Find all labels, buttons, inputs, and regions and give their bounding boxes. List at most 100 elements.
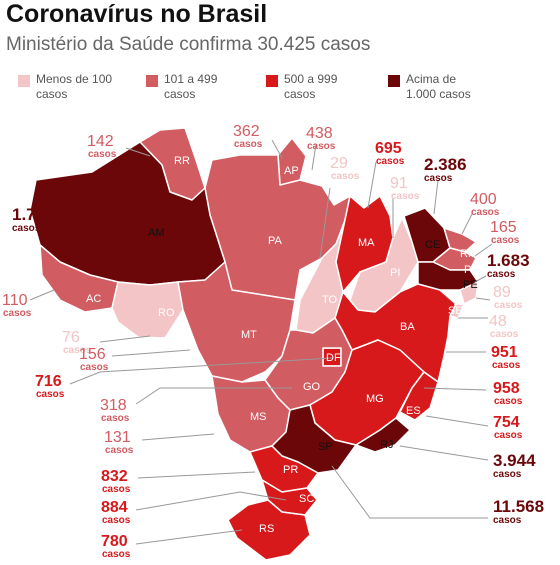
state-abbrev-pr: PR <box>283 464 298 476</box>
state-rj <box>355 417 411 453</box>
legend-swatch-2 <box>266 75 278 87</box>
leader-line-go <box>135 387 292 405</box>
case-unit-ce: casos <box>424 173 453 184</box>
case-unit-sp: casos <box>493 515 522 526</box>
state-ro <box>111 281 184 339</box>
case-unit-rr: casos <box>88 149 117 160</box>
state-abbrev-sp: SP <box>318 441 333 453</box>
case-count-pa: 438 <box>306 125 333 142</box>
case-unit-sc: casos <box>102 515 131 526</box>
page-subtitle: Ministério da Saúde confirma 30.425 caso… <box>6 34 371 55</box>
state-abbrev-go: GO <box>303 381 321 393</box>
page-title: Coronavírus no Brasil <box>6 0 268 28</box>
case-count-ms: 131 <box>104 429 131 446</box>
legend-item-2: 500 a 999 casos <box>266 72 354 102</box>
leader-line-df <box>69 357 333 385</box>
legend-item-3: Acima de 1.000 casos <box>388 72 486 102</box>
case-count-ba: 951 <box>491 344 518 361</box>
legend-item-1: 101 a 499 casos <box>146 72 234 102</box>
state-abbrev-am: AM <box>148 227 165 239</box>
case-unit-pa: casos <box>307 141 336 152</box>
case-unit-ma: casos <box>376 156 405 167</box>
case-count-ce: 2.386 <box>424 155 467 174</box>
case-unit-go: casos <box>101 413 130 424</box>
legend-label-1: 101 a 499 casos <box>164 72 218 101</box>
case-unit-am: casos <box>12 223 41 234</box>
case-count-rn: 400 <box>470 191 497 208</box>
case-count-go: 318 <box>100 397 127 414</box>
case-unit-mg: casos <box>494 396 523 407</box>
leader-line-ap <box>271 139 283 159</box>
case-count-rs: 780 <box>101 533 128 550</box>
legend-label-0: Menos de 100 casos <box>36 72 113 101</box>
state-rn <box>443 227 477 253</box>
case-unit-es: casos <box>494 430 523 441</box>
state-abbrev-rr: RR <box>174 155 190 167</box>
leader-line-ro <box>99 335 151 343</box>
leader-line-rs <box>135 529 243 545</box>
state-abbrev-pb: PB <box>464 264 479 276</box>
state-rs <box>227 499 311 561</box>
legend: Menos de 100 casos 101 a 499 casos 500 a… <box>0 72 560 106</box>
case-count-pi: 91 <box>390 175 408 192</box>
leader-line-sp <box>331 465 488 519</box>
leader-line-ac <box>29 289 55 301</box>
case-count-mg: 958 <box>493 380 520 397</box>
case-count-ma: 695 <box>375 140 402 157</box>
legend-swatch-1 <box>146 75 158 87</box>
case-count-am: 1.719 <box>12 205 55 224</box>
state-es <box>399 371 439 421</box>
case-unit-ac: casos <box>3 308 32 319</box>
state-abbrev-pi: PI <box>390 267 400 279</box>
case-count-ac: 110 <box>2 292 28 309</box>
case-unit-to: casos <box>331 171 360 182</box>
case-unit-rn: casos <box>471 207 500 218</box>
state-abbrev-ba: BA <box>400 321 415 333</box>
case-count-rj: 3.944 <box>493 451 536 470</box>
case-count-df: 716 <box>35 373 62 390</box>
leader-line-mt <box>111 349 191 357</box>
case-unit-al: casos <box>494 300 523 311</box>
case-count-al: 89 <box>493 284 511 301</box>
case-unit-pb: casos <box>491 235 520 246</box>
legend-item-0: Menos de 100 casos <box>18 72 120 102</box>
state-abbrev-rs: RS <box>259 523 274 535</box>
case-unit-pi: casos <box>391 191 420 202</box>
case-unit-mt: casos <box>80 362 109 373</box>
case-count-pe: 1.683 <box>487 251 530 270</box>
leader-line-rr <box>125 147 151 157</box>
state-abbrev-mg: MG <box>366 393 384 405</box>
case-count-to: 29 <box>330 155 348 172</box>
leader-line-sc <box>135 491 287 511</box>
legend-swatch-0 <box>18 75 30 87</box>
leader-line-ms <box>141 433 215 441</box>
state-abbrev-ac: AC <box>86 293 101 305</box>
case-unit-ms: casos <box>105 445 134 456</box>
legend-label-2: 500 a 999 casos <box>284 72 338 101</box>
case-unit-ba: casos <box>492 360 521 371</box>
state-abbrev-ap: AP <box>284 165 299 177</box>
case-unit-pe: casos <box>487 269 516 280</box>
case-unit-ro: casos <box>63 345 92 356</box>
case-count-ro: 76 <box>62 329 80 346</box>
state-abbrev-pa: PA <box>268 235 283 247</box>
state-abbrev-se: SE <box>448 305 463 317</box>
state-abbrev-sc: SC <box>299 493 314 505</box>
case-unit-se: casos <box>490 329 519 340</box>
state-abbrev-ce: CE <box>425 239 440 251</box>
state-abbrev-rn: RN <box>460 248 476 260</box>
case-unit-rj: casos <box>493 469 522 480</box>
leader-line-pa <box>311 143 317 171</box>
case-count-pb: 165 <box>490 219 517 236</box>
leader-line-pr <box>137 471 256 479</box>
leader-line-mg <box>423 387 487 391</box>
leader-line-ma <box>367 161 377 209</box>
case-count-mt: 156 <box>79 346 106 363</box>
state-abbrev-df: DF <box>326 352 341 364</box>
case-unit-pr: casos <box>102 484 131 495</box>
case-count-es: 754 <box>493 414 520 431</box>
leader-line-pb <box>471 243 493 259</box>
state-abbrev-ms: MS <box>250 411 267 423</box>
case-count-ap: 362 <box>233 123 260 140</box>
